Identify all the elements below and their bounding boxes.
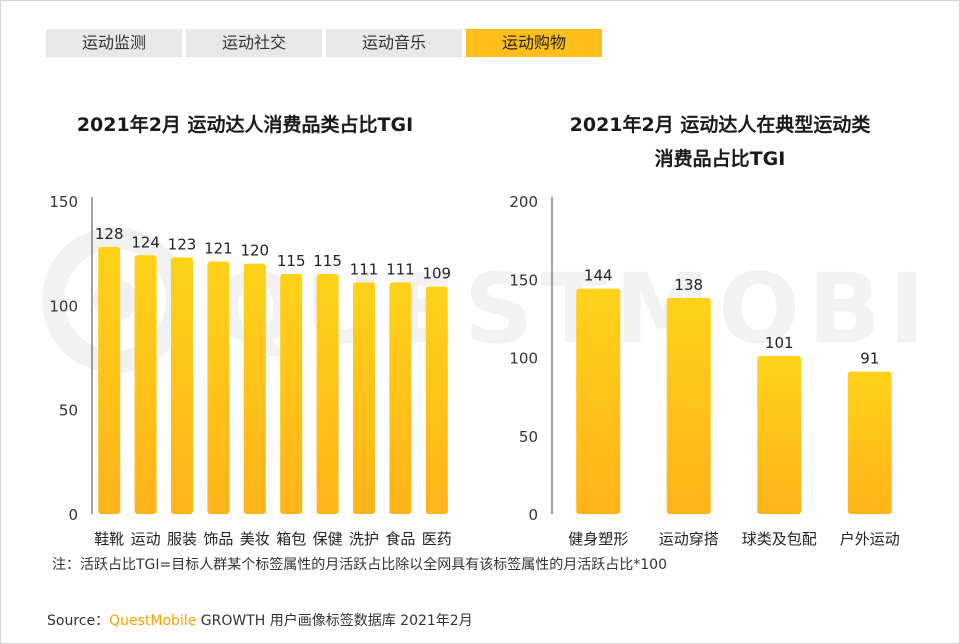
c1-data-label-5: 115	[277, 252, 306, 270]
c1-x-label-3: 饰品	[203, 530, 233, 548]
c1-bar-5	[280, 274, 303, 514]
c1-x-label-2: 服装	[167, 530, 197, 548]
c1-y-tick-0: 0	[68, 506, 78, 524]
c2-y-tick-0: 0	[528, 506, 538, 524]
c2-y-tick-150: 150	[509, 271, 538, 289]
c1-bar-8	[389, 282, 412, 514]
c2-data-label-2: 101	[765, 334, 794, 352]
c1-data-label-8: 111	[386, 260, 415, 278]
c2-bar-3	[847, 371, 892, 514]
source-brand: QuestMobile	[109, 613, 197, 629]
c2-x-label-3: 户外运动	[840, 530, 900, 548]
c2-x-label-2: 球类及包配	[742, 530, 817, 548]
c1-bar-9	[425, 286, 448, 514]
c2-bar-2	[757, 355, 802, 514]
chart2-title-line2: 消费品占比TGI	[654, 148, 786, 170]
tab-sports-monitoring[interactable]: 运动监测	[46, 29, 182, 57]
source-prefix: Source：	[47, 613, 110, 629]
c1-x-label-4: 美妆	[240, 530, 270, 548]
c1-y-tick-150: 150	[49, 193, 78, 211]
c1-data-label-3: 121	[204, 240, 233, 258]
c2-y-tick-200: 200	[509, 193, 538, 211]
source-suffix: GROWTH 用户画像标签数据库 2021年2月	[196, 613, 473, 629]
c1-data-label-0: 128	[95, 225, 124, 243]
c2-y-tick-100: 100	[509, 350, 538, 368]
c1-bar-6	[316, 274, 339, 514]
c2-data-label-1: 138	[674, 276, 703, 294]
c1-bar-0	[98, 246, 121, 514]
c1-x-label-8: 食品	[385, 530, 415, 548]
c1-x-label-5: 箱包	[276, 530, 306, 548]
c1-bar-3	[207, 261, 230, 514]
tab-sports-music[interactable]: 运动音乐	[326, 29, 462, 57]
c1-x-label-7: 洗护	[349, 530, 379, 548]
c2-y-tick-50: 50	[519, 428, 538, 446]
c1-data-label-6: 115	[313, 252, 342, 270]
chart1-title: 2021年2月 运动达人消费品类占比TGI	[76, 114, 414, 136]
c1-data-label-4: 120	[240, 242, 269, 260]
c1-y-tick-50: 50	[59, 402, 78, 420]
c1-bar-7	[353, 282, 375, 514]
c1-x-label-0: 鞋靴	[94, 530, 124, 548]
c1-y-tick-100: 100	[49, 297, 78, 315]
tab-sports-shopping[interactable]: 运动购物	[466, 29, 602, 57]
tab-sports-social[interactable]: 运动社交	[186, 29, 322, 57]
c1-data-label-9: 109	[422, 265, 451, 283]
c2-data-label-3: 91	[860, 350, 879, 368]
source-line: Source：QuestMobile GROWTH 用户画像标签数据库 2021…	[47, 610, 473, 630]
c2-data-label-0: 144	[584, 267, 613, 285]
c1-bar-2	[171, 257, 193, 514]
c1-data-label-7: 111	[350, 260, 379, 278]
c1-bar-4	[243, 263, 266, 514]
c2-bar-0	[576, 288, 621, 514]
c1-x-label-9: 医药	[422, 530, 452, 548]
footnote: 注：活跃占比TGI=目标人群某个标签属性的月活跃占比除以全网具有该标签属性的月活…	[52, 557, 667, 573]
c1-bar-1	[134, 255, 157, 514]
c1-data-label-1: 124	[131, 233, 160, 251]
c1-data-label-2: 123	[168, 235, 197, 253]
c1-x-label-6: 保健	[313, 530, 343, 548]
c1-x-label-1: 运动	[131, 530, 161, 548]
c2-bar-1	[666, 298, 711, 514]
c2-x-label-1: 运动穿搭	[659, 530, 719, 548]
chart2-title-line1: 2021年2月 运动达人在典型运动类	[569, 114, 871, 136]
c2-x-label-0: 健身塑形	[568, 530, 628, 548]
